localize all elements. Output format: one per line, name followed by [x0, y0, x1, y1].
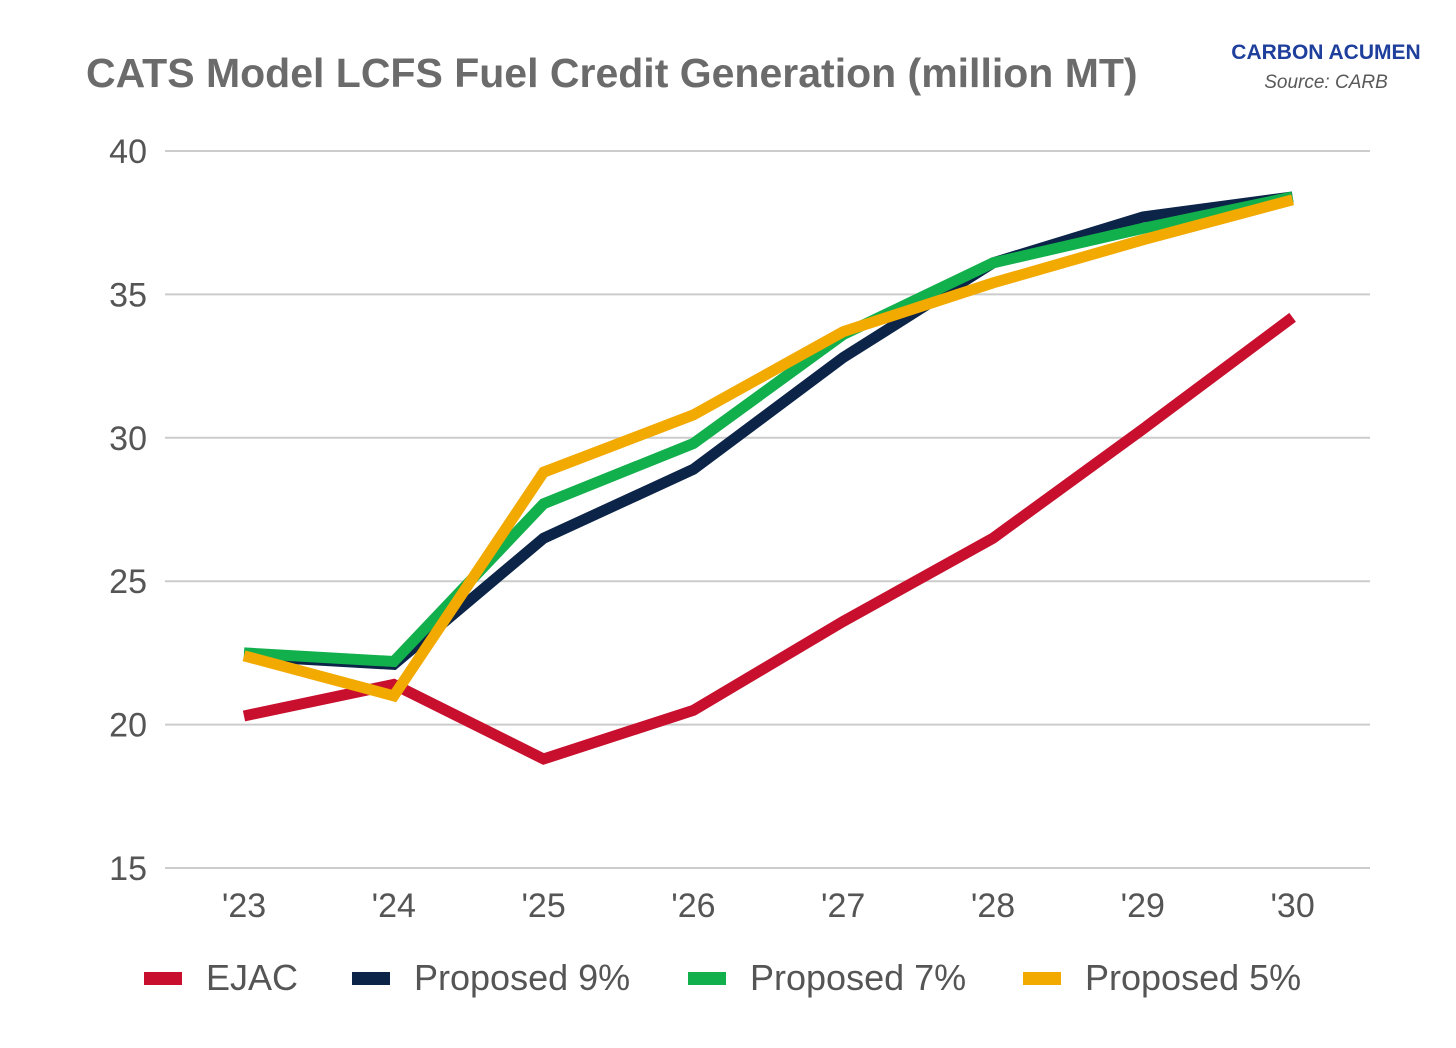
x-tick-label: '29: [1121, 887, 1165, 925]
y-tick-label: 35: [109, 276, 147, 314]
series-lines: [242, 191, 1296, 765]
x-tick-label: '25: [521, 887, 565, 925]
legend-swatch: [352, 972, 390, 985]
legend-swatch: [688, 972, 726, 985]
series-line-1: [243, 191, 1294, 671]
y-tick-label: 20: [109, 707, 147, 745]
y-tick-label: 40: [109, 133, 147, 171]
legend-swatch: [144, 972, 182, 985]
legend-label: Proposed 5%: [1085, 957, 1301, 998]
series-line-0: [242, 312, 1296, 765]
x-tick-label: '27: [821, 887, 865, 925]
x-tick-label: '23: [222, 887, 266, 925]
chart-title: CATS Model LCFS Fuel Credit Generation (…: [86, 50, 1138, 96]
x-tick-label: '30: [1270, 887, 1314, 925]
series-line-3: [242, 194, 1295, 703]
legend-swatch: [1023, 972, 1061, 985]
series-line-2: [243, 191, 1294, 668]
y-tick-label: 15: [109, 850, 147, 888]
legend: EJAC Proposed 9% Proposed 7% Proposed 5%: [144, 957, 1301, 998]
x-tick-label: '26: [671, 887, 715, 925]
x-tick-label: '24: [372, 887, 416, 925]
y-tick-label: 30: [109, 420, 147, 458]
y-axis-tick-labels: 40 35 30 25 20 15: [109, 133, 147, 888]
legend-label: Proposed 9%: [414, 957, 630, 998]
gridlines: [165, 150, 1370, 869]
brand-logo-text: CARBON ACUMEN: [1231, 41, 1421, 64]
legend-label: EJAC: [206, 957, 298, 998]
x-tick-label: '28: [971, 887, 1015, 925]
legend-label: Proposed 7%: [750, 957, 966, 998]
source-note: Source: CARB: [1264, 72, 1388, 93]
y-tick-label: 25: [109, 563, 147, 601]
x-axis-tick-labels: '23 '24 '25 '26 '27 '28 '29 '30: [222, 887, 1315, 925]
